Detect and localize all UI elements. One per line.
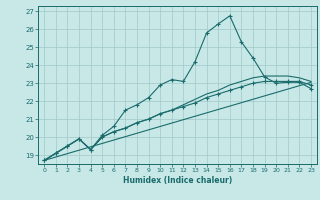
X-axis label: Humidex (Indice chaleur): Humidex (Indice chaleur): [123, 176, 232, 185]
